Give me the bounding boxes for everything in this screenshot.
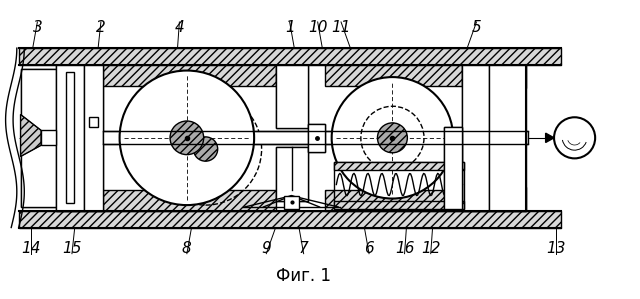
Bar <box>308 124 325 152</box>
Bar <box>444 126 463 209</box>
Text: 11: 11 <box>332 20 351 35</box>
Bar <box>335 162 465 209</box>
Bar <box>20 69 56 207</box>
Circle shape <box>378 123 407 153</box>
Text: 5: 5 <box>472 20 481 35</box>
Text: 6: 6 <box>364 241 374 256</box>
Bar <box>103 131 528 144</box>
Bar <box>276 65 308 129</box>
Text: 2: 2 <box>96 20 106 35</box>
Bar <box>489 65 526 88</box>
Bar <box>19 211 561 228</box>
Bar <box>489 65 526 211</box>
Bar <box>335 162 465 170</box>
Text: 8: 8 <box>182 241 192 256</box>
Bar <box>84 65 103 211</box>
Text: 14: 14 <box>21 241 40 256</box>
Bar <box>103 65 276 86</box>
Bar <box>284 196 299 209</box>
Bar <box>84 65 103 211</box>
Bar <box>276 147 308 201</box>
Circle shape <box>554 117 595 158</box>
Bar <box>308 124 325 152</box>
Bar <box>276 147 308 201</box>
Text: 7: 7 <box>299 241 308 256</box>
Bar <box>67 72 74 203</box>
Circle shape <box>170 121 204 155</box>
Polygon shape <box>546 133 554 143</box>
Bar <box>325 65 463 86</box>
Bar <box>444 126 463 209</box>
Bar <box>463 65 489 211</box>
Bar <box>103 190 276 211</box>
Text: 4: 4 <box>175 20 184 35</box>
Text: 1: 1 <box>285 20 294 35</box>
Text: 15: 15 <box>62 241 82 256</box>
Polygon shape <box>20 115 41 156</box>
Bar <box>41 130 56 145</box>
Text: 16: 16 <box>395 241 414 256</box>
Bar <box>325 190 463 211</box>
Text: 12: 12 <box>421 241 440 256</box>
Bar <box>19 48 561 65</box>
Bar <box>56 65 84 211</box>
Text: 3: 3 <box>33 20 42 35</box>
Bar <box>89 117 98 126</box>
Bar <box>489 187 526 211</box>
Bar <box>56 65 84 211</box>
Circle shape <box>120 71 254 205</box>
Text: 9: 9 <box>261 241 271 256</box>
Bar <box>335 201 465 209</box>
Text: 10: 10 <box>308 20 328 35</box>
Text: Фиг. 1: Фиг. 1 <box>276 267 331 285</box>
Bar <box>463 65 489 211</box>
Circle shape <box>193 137 218 161</box>
Bar <box>276 65 308 129</box>
Bar <box>20 69 56 207</box>
Text: 13: 13 <box>546 241 566 256</box>
Circle shape <box>332 77 453 199</box>
